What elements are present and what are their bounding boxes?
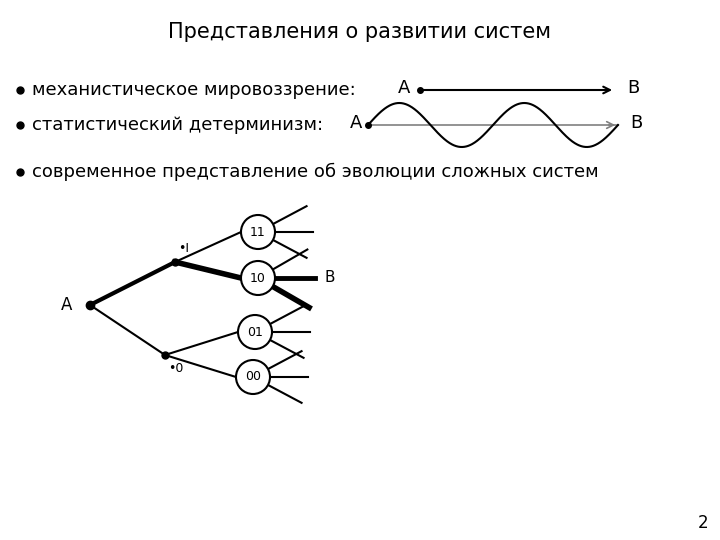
Text: A: A xyxy=(60,296,72,314)
Text: 01: 01 xyxy=(247,326,263,339)
Text: B: B xyxy=(325,271,336,286)
Text: 00: 00 xyxy=(245,370,261,383)
Circle shape xyxy=(238,315,272,349)
Text: современное представление об эволюции сложных систем: современное представление об эволюции сл… xyxy=(32,163,598,181)
Text: 10: 10 xyxy=(250,272,266,285)
Text: B: B xyxy=(627,79,639,97)
Circle shape xyxy=(236,360,270,394)
Text: A: A xyxy=(350,114,362,132)
Text: A: A xyxy=(398,79,410,97)
Text: 11: 11 xyxy=(250,226,266,239)
Text: Представления о развитии систем: Представления о развитии систем xyxy=(168,22,552,42)
Text: •0: •0 xyxy=(168,362,184,375)
Circle shape xyxy=(241,261,275,295)
Text: B: B xyxy=(630,114,642,132)
Text: статистический детерминизм:: статистический детерминизм: xyxy=(32,116,323,134)
Circle shape xyxy=(241,215,275,249)
Text: механистическое мировоззрение:: механистическое мировоззрение: xyxy=(32,81,356,99)
Text: 2: 2 xyxy=(698,514,708,532)
Text: •I: •I xyxy=(178,242,189,255)
